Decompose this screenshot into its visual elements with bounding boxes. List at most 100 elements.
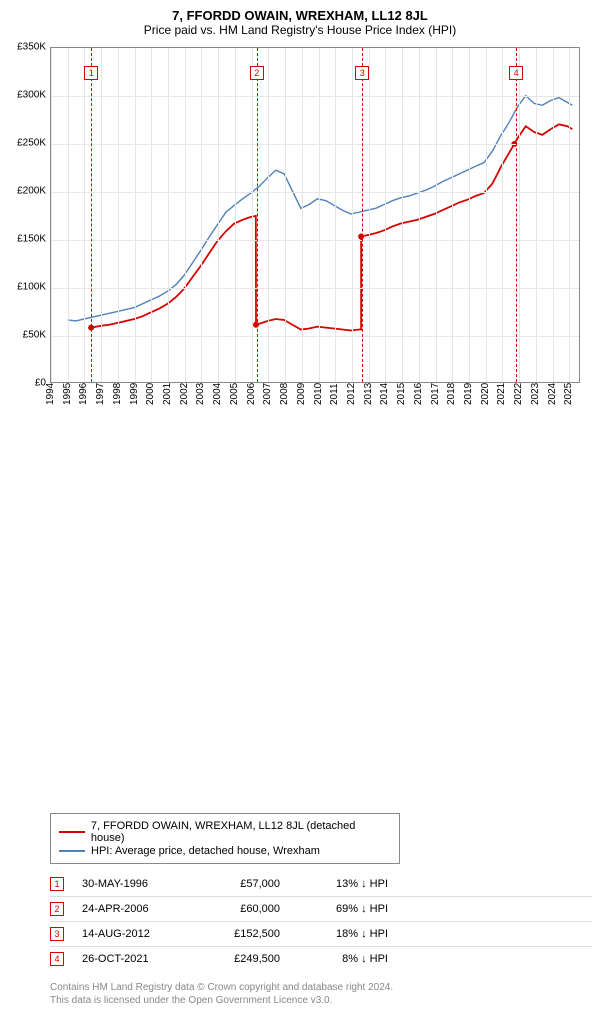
x-tick-label: 2019 xyxy=(463,383,474,405)
x-tick-label: 2002 xyxy=(179,383,190,405)
x-tick-label: 2011 xyxy=(329,383,340,405)
sale-pct: 13% ↓ HPI xyxy=(298,878,388,890)
gridline-v xyxy=(519,48,520,382)
gridline-v xyxy=(436,48,437,382)
gridline-h xyxy=(51,192,579,193)
gridline-v xyxy=(352,48,353,382)
x-tick-label: 2012 xyxy=(346,383,357,405)
gridline-v xyxy=(101,48,102,382)
plot-area: 1 2 3 4 xyxy=(50,47,580,383)
gridline-v xyxy=(185,48,186,382)
x-tick-label: 1995 xyxy=(62,383,73,405)
sale-price: £152,500 xyxy=(200,928,280,940)
gridline-v xyxy=(285,48,286,382)
x-tick-label: 2024 xyxy=(547,383,558,405)
legend-swatch-property xyxy=(59,831,85,833)
gridline-v xyxy=(469,48,470,382)
gridline-v xyxy=(569,48,570,382)
gridline-v xyxy=(553,48,554,382)
sale-marker: 4 xyxy=(50,952,64,966)
gridline-v xyxy=(68,48,69,382)
y-tick-label: £50K xyxy=(23,330,46,341)
x-tick-label: 2006 xyxy=(246,383,257,405)
gridline-v xyxy=(252,48,253,382)
sale-row: 2 24-APR-2006 £60,000 69% ↓ HPI xyxy=(50,896,592,921)
gridline-v xyxy=(319,48,320,382)
marker-box: 1 xyxy=(84,66,98,80)
footer: Contains HM Land Registry data © Crown c… xyxy=(50,981,592,1007)
sale-price: £60,000 xyxy=(200,903,280,915)
y-tick-label: £250K xyxy=(17,138,46,149)
y-tick-label: £300K xyxy=(17,90,46,101)
gridline-v xyxy=(51,48,52,382)
marker-line xyxy=(362,48,363,382)
gridline-v xyxy=(502,48,503,382)
x-tick-label: 2015 xyxy=(396,383,407,405)
y-axis-labels: £0£50K£100K£150K£200K£250K£300K£350K xyxy=(8,43,50,383)
gridline-v xyxy=(235,48,236,382)
sale-price: £57,000 xyxy=(200,878,280,890)
sale-date: 24-APR-2006 xyxy=(82,903,182,915)
x-tick-label: 2017 xyxy=(430,383,441,405)
gridline-v xyxy=(84,48,85,382)
sale-date: 30-MAY-1996 xyxy=(82,878,182,890)
chart-svg xyxy=(51,48,579,382)
sale-date: 26-OCT-2021 xyxy=(82,953,182,965)
sale-marker: 2 xyxy=(50,902,64,916)
x-tick-label: 2013 xyxy=(363,383,374,405)
gridline-v xyxy=(486,48,487,382)
gridline-h xyxy=(51,288,579,289)
x-tick-label: 2018 xyxy=(446,383,457,405)
gridline-h xyxy=(51,96,579,97)
legend-label-hpi: HPI: Average price, detached house, Wrex… xyxy=(91,845,320,857)
gridline-v xyxy=(369,48,370,382)
marker-line xyxy=(516,48,517,382)
sale-price: £249,500 xyxy=(200,953,280,965)
gridline-v xyxy=(218,48,219,382)
sale-pct: 69% ↓ HPI xyxy=(298,903,388,915)
sale-marker: 3 xyxy=(50,927,64,941)
x-tick-label: 1999 xyxy=(129,383,140,405)
gridline-v xyxy=(268,48,269,382)
marker-line xyxy=(257,48,258,382)
gridline-v xyxy=(335,48,336,382)
x-tick-label: 2023 xyxy=(530,383,541,405)
chart-subtitle: Price paid vs. HM Land Registry's House … xyxy=(8,23,592,37)
marker-box: 3 xyxy=(355,66,369,80)
y-tick-label: £150K xyxy=(17,234,46,245)
marker-box: 4 xyxy=(509,66,523,80)
marker-box: 2 xyxy=(250,66,264,80)
x-tick-label: 2009 xyxy=(296,383,307,405)
x-tick-label: 2005 xyxy=(229,383,240,405)
marker-line xyxy=(91,48,92,382)
x-tick-label: 2014 xyxy=(379,383,390,405)
y-tick-label: £200K xyxy=(17,186,46,197)
gridline-v xyxy=(168,48,169,382)
gridline-h xyxy=(51,240,579,241)
x-tick-label: 2001 xyxy=(162,383,173,405)
x-tick-label: 1996 xyxy=(78,383,89,405)
series-property xyxy=(91,124,572,330)
sales-table: 1 30-MAY-1996 £57,000 13% ↓ HPI 2 24-APR-2006… xyxy=(50,872,592,971)
legend-label-property: 7, FFORDD OWAIN, WREXHAM, LL12 8JL (deta… xyxy=(91,820,391,844)
chart-title: 7, FFORDD OWAIN, WREXHAM, LL12 8JL xyxy=(8,8,592,23)
x-tick-label: 1994 xyxy=(45,383,56,405)
x-tick-label: 2000 xyxy=(145,383,156,405)
y-tick-label: £100K xyxy=(17,282,46,293)
sale-date: 14-AUG-2012 xyxy=(82,928,182,940)
x-tick-label: 2021 xyxy=(496,383,507,405)
footer-line2: This data is licensed under the Open Gov… xyxy=(50,994,592,1007)
sale-marker: 1 xyxy=(50,877,64,891)
sale-pct: 8% ↓ HPI xyxy=(298,953,388,965)
x-tick-label: 2022 xyxy=(513,383,524,405)
x-tick-label: 1998 xyxy=(112,383,123,405)
x-tick-label: 2020 xyxy=(480,383,491,405)
gridline-v xyxy=(151,48,152,382)
footer-line1: Contains HM Land Registry data © Crown c… xyxy=(50,981,592,994)
gridline-v xyxy=(135,48,136,382)
x-axis-labels: 1994199519961997199819992000200120022003… xyxy=(50,385,580,425)
gridline-h xyxy=(51,336,579,337)
x-tick-label: 2003 xyxy=(195,383,206,405)
sale-row: 4 26-OCT-2021 £249,500 8% ↓ HPI xyxy=(50,946,592,971)
y-tick-label: £350K xyxy=(17,42,46,53)
